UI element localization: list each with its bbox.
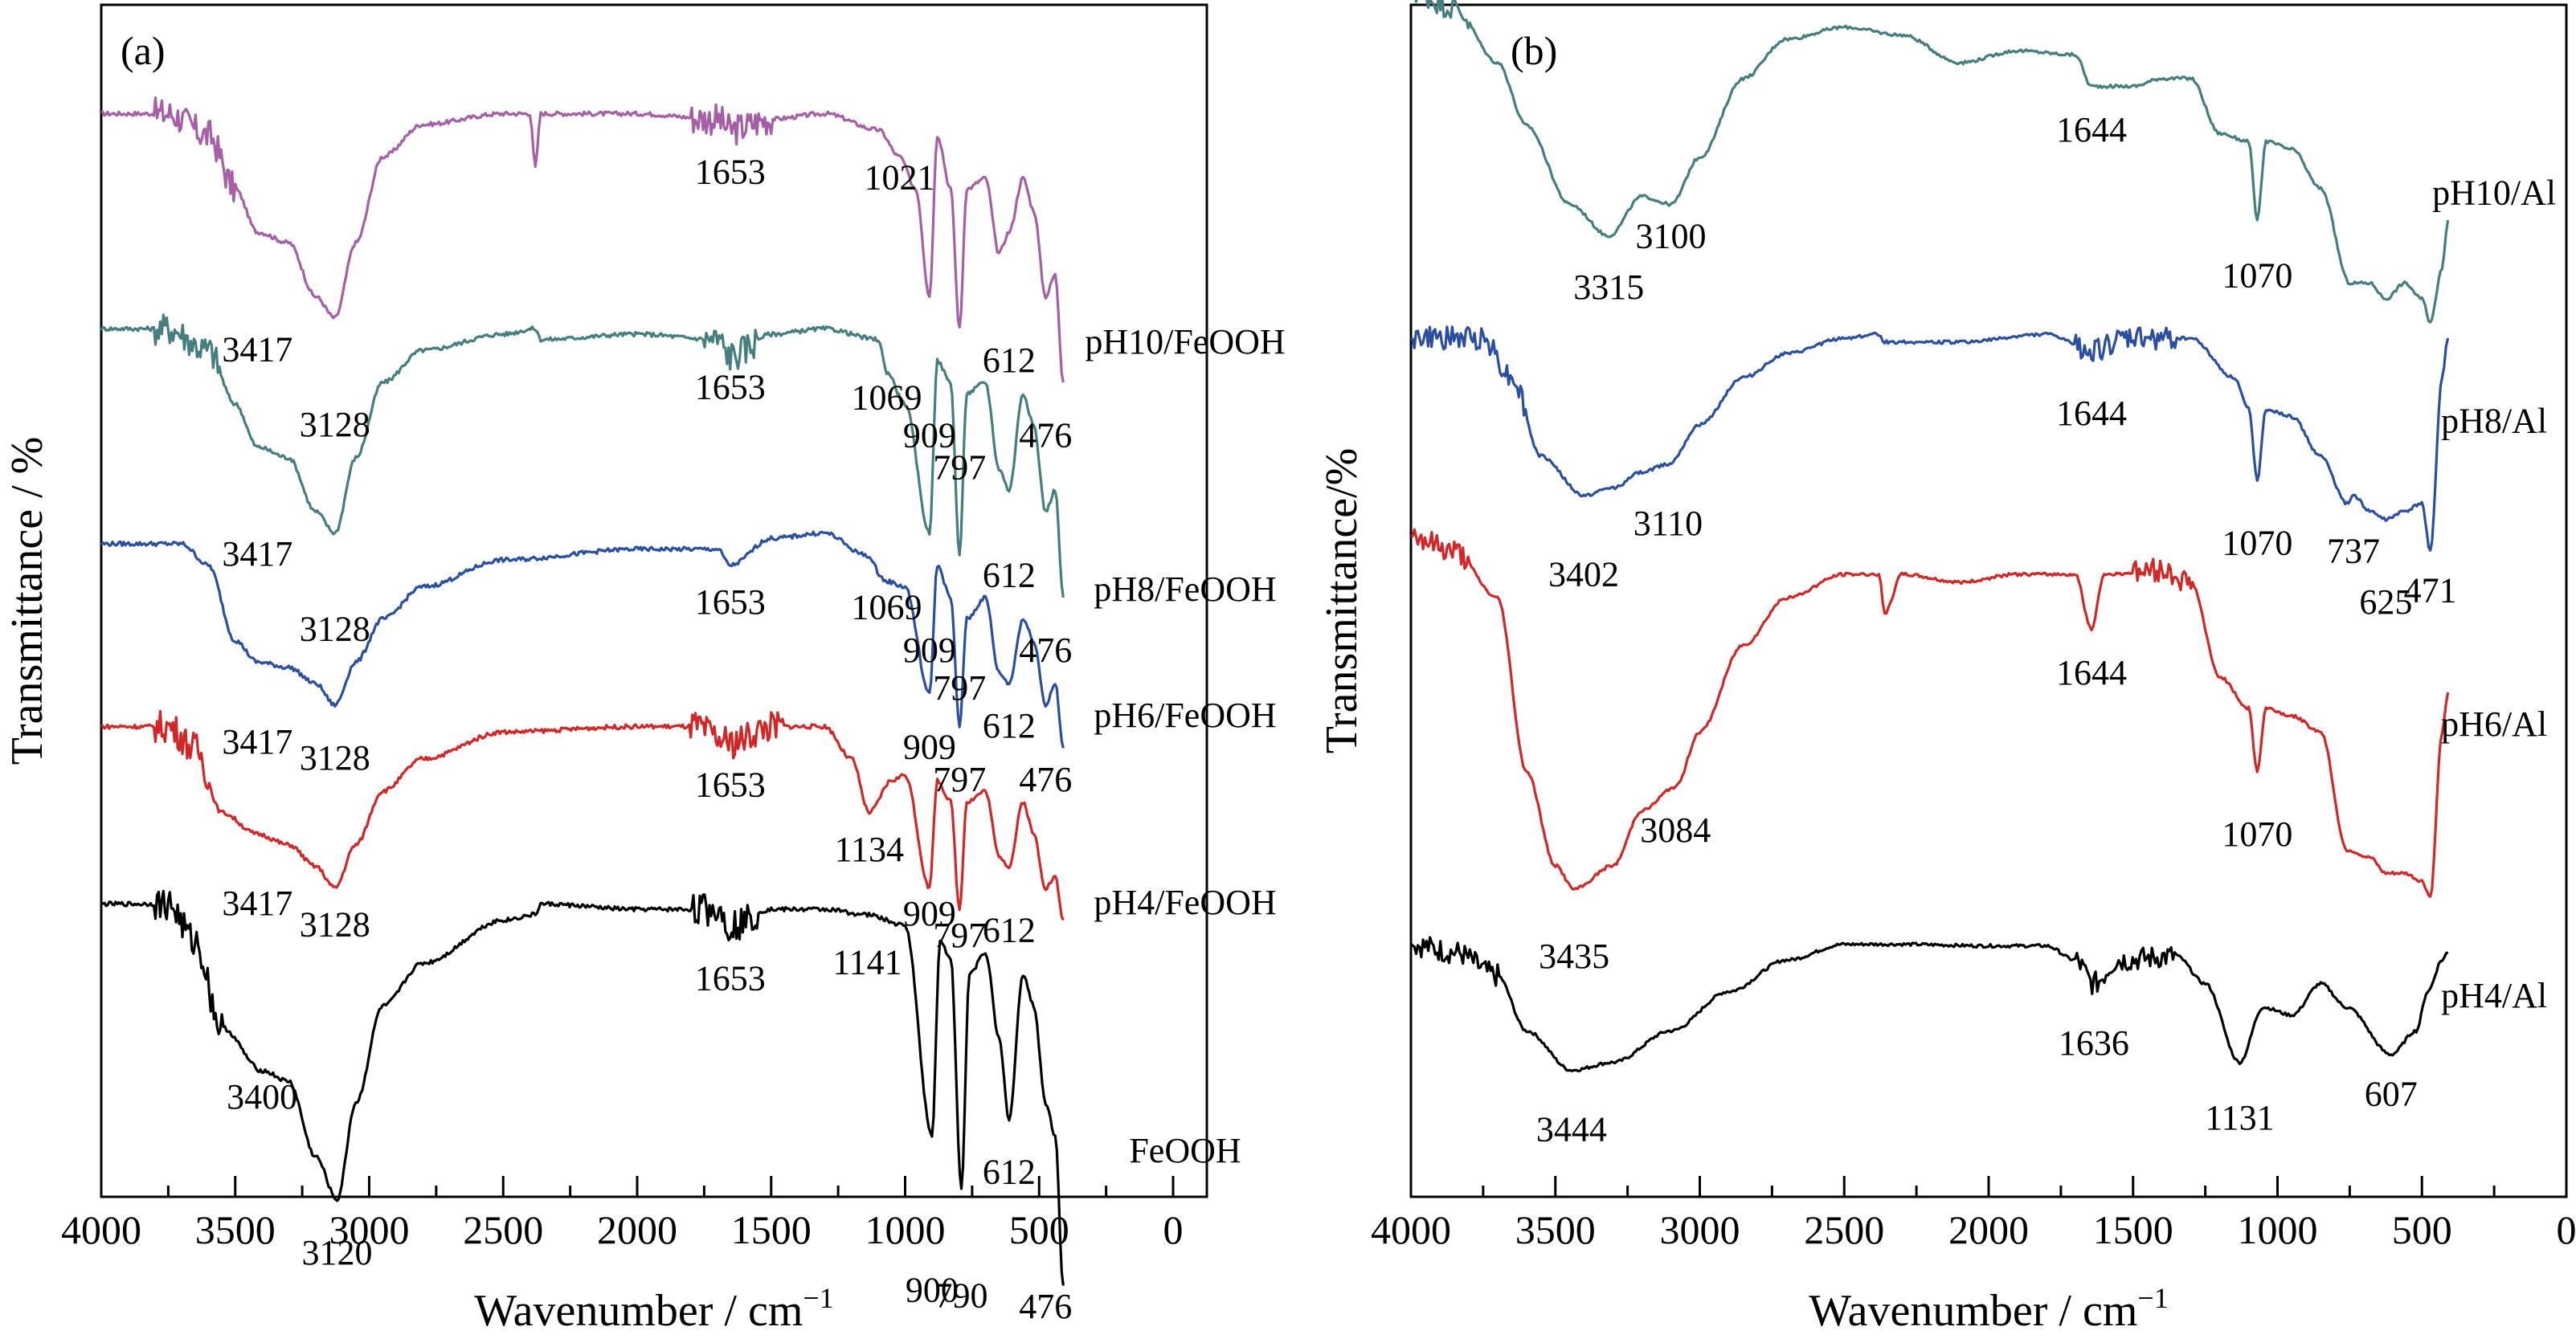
x-tick-label: 2000 xyxy=(1948,1207,2029,1252)
peak-label: pH4/Al xyxy=(2441,976,2547,1015)
peak-label: 1644 xyxy=(2056,110,2127,149)
panel-a-y-axis-title: Transmittance / % xyxy=(2,437,52,765)
peak-label: 797 xyxy=(933,448,986,488)
x-tick-label: 3500 xyxy=(195,1207,276,1252)
peak-label: 476 xyxy=(1019,1287,1072,1326)
peak-label: 1636 xyxy=(2059,1023,2129,1063)
peak-label: 3128 xyxy=(300,905,370,945)
peak-label: 612 xyxy=(983,706,1036,745)
x-tick-label: 500 xyxy=(2392,1207,2452,1252)
peak-label: 1070 xyxy=(2222,814,2292,854)
peak-label: 1653 xyxy=(695,153,766,192)
panel-a-x-axis-title: Wavenumber / cm−1 xyxy=(474,1282,833,1336)
peak-label: 797 xyxy=(933,760,986,799)
peak-label: 471 xyxy=(2404,570,2457,610)
series-name-label: pH10/FeOOH xyxy=(1085,322,1285,361)
peak-label: 612 xyxy=(983,910,1036,949)
peak-label: 3400 xyxy=(227,1077,297,1116)
peak-label: 3417 xyxy=(222,884,292,923)
panel-b-x-axis-title-sup: −1 xyxy=(2137,1282,2168,1314)
x-tick-label: 0 xyxy=(1163,1207,1184,1252)
peak-label: 607 xyxy=(2365,1075,2418,1114)
peak-label: 3315 xyxy=(1573,267,1644,307)
peak-label: 3417 xyxy=(222,722,292,761)
peak-label: 1131 xyxy=(2205,1098,2274,1137)
series-name-label: FeOOH xyxy=(1129,1131,1241,1170)
panel-b-x-axis: 4000 3500 3000 2500 2000 1500 1000 500 0 xyxy=(1371,1176,2576,1252)
peak-label: 3402 xyxy=(1548,555,1619,594)
peak-label: 3084 xyxy=(1640,810,1711,850)
peak-label: 3120 xyxy=(301,1233,372,1272)
panel-b-x-axis-title-text: Wavenumber / cm xyxy=(1809,1286,2137,1336)
panel-a-chart: (a) 4000 3500 3000 2500 2000 1500 1000 500 0 341… xyxy=(2,5,1286,1336)
peak-label: pH8/Al xyxy=(2441,402,2547,441)
peak-label: 1069 xyxy=(851,588,922,627)
x-tick-label: 2000 xyxy=(597,1207,677,1252)
x-tick-label: 2500 xyxy=(1804,1207,1884,1252)
panel-a-frame xyxy=(101,5,1207,1197)
peak-label: 3128 xyxy=(300,609,370,648)
panel-b-chart: (b) 4000 3500 3000 2500 2000 1500 1000 500 0 331… xyxy=(1317,0,2576,1336)
peak-label: 1021 xyxy=(864,157,934,197)
peak-label: 1653 xyxy=(695,367,766,406)
x-tick-label: 1000 xyxy=(865,1207,946,1252)
ftir-figure: (a) 4000 3500 3000 2500 2000 1500 1000 500 0 341… xyxy=(0,0,2576,1343)
peak-label: 909 xyxy=(903,631,956,670)
panel-a-x-axis-title-text: Wavenumber / cm xyxy=(474,1286,803,1336)
panel-b-x-axis-title: Wavenumber / cm−1 xyxy=(1809,1282,2168,1336)
peak-label: 1644 xyxy=(2056,394,2127,433)
peak-label: 797 xyxy=(933,916,986,955)
panel-a-x-axis-title-sup: −1 xyxy=(803,1282,833,1314)
peak-label: 3110 xyxy=(1634,504,1703,543)
series-name-label: pH4/FeOOH xyxy=(1094,883,1276,922)
peak-label: 1141 xyxy=(832,942,902,982)
panel-a-series-labels: pH10/FeOOH pH8/FeOOH pH6/FeOOH pH4/FeOOH FeO… xyxy=(1085,322,1285,1170)
x-tick-label: 2500 xyxy=(463,1207,543,1252)
x-tick-label: 1500 xyxy=(2093,1207,2173,1252)
peak-label: 1069 xyxy=(851,378,922,418)
peak-label: 612 xyxy=(983,1152,1036,1191)
peak-label: 797 xyxy=(933,668,986,708)
peak-label: 3100 xyxy=(1636,216,1707,255)
peak-label: 476 xyxy=(1019,631,1072,670)
peak-label: 3435 xyxy=(1539,937,1609,976)
series-line xyxy=(1411,327,2448,550)
peak-label: 476 xyxy=(1019,760,1072,799)
peak-label: 612 xyxy=(983,341,1036,380)
series-name-label: pH8/FeOOH xyxy=(1094,569,1276,609)
peak-label: 1070 xyxy=(2222,524,2292,563)
peak-label: 1653 xyxy=(695,765,766,805)
panel-b-peak-labels: 3315 3100 1644 1070 pH10/Al 3402 3110 1644 1070 7… xyxy=(1536,110,2556,1149)
peak-label: 3444 xyxy=(1536,1110,1607,1149)
peak-label: 1070 xyxy=(2222,255,2292,295)
panel-b-y-axis-title: Transmittance/% xyxy=(1317,448,1367,754)
peak-label: 790 xyxy=(935,1276,988,1315)
peak-label: pH6/Al xyxy=(2441,704,2547,744)
peak-label: 3417 xyxy=(222,534,292,574)
x-tick-label: 4000 xyxy=(61,1207,141,1252)
peak-label: 1134 xyxy=(835,830,904,869)
x-tick-label: 1000 xyxy=(2238,1207,2318,1252)
panel-b-label: (b) xyxy=(1511,28,1557,73)
x-tick-label: 3000 xyxy=(1660,1207,1740,1252)
peak-label: 3417 xyxy=(222,329,292,369)
peak-label: pH10/Al xyxy=(2432,173,2556,212)
panel-a-label: (a) xyxy=(121,28,166,73)
peak-label: 1644 xyxy=(2056,653,2127,692)
peak-label: 476 xyxy=(1019,416,1072,455)
x-tick-label: 1500 xyxy=(731,1207,812,1252)
series-name-label: pH6/FeOOH xyxy=(1094,696,1276,735)
peak-label: 612 xyxy=(983,556,1036,595)
peak-label: 3128 xyxy=(300,405,370,444)
peak-label: 737 xyxy=(2327,531,2380,570)
x-tick-label: 0 xyxy=(2557,1207,2576,1252)
peak-label: 3128 xyxy=(300,738,370,778)
x-tick-label: 3500 xyxy=(1515,1207,1596,1252)
peak-label: 1653 xyxy=(695,959,766,998)
x-tick-label: 4000 xyxy=(1371,1207,1451,1252)
peak-label: 1653 xyxy=(695,582,766,622)
